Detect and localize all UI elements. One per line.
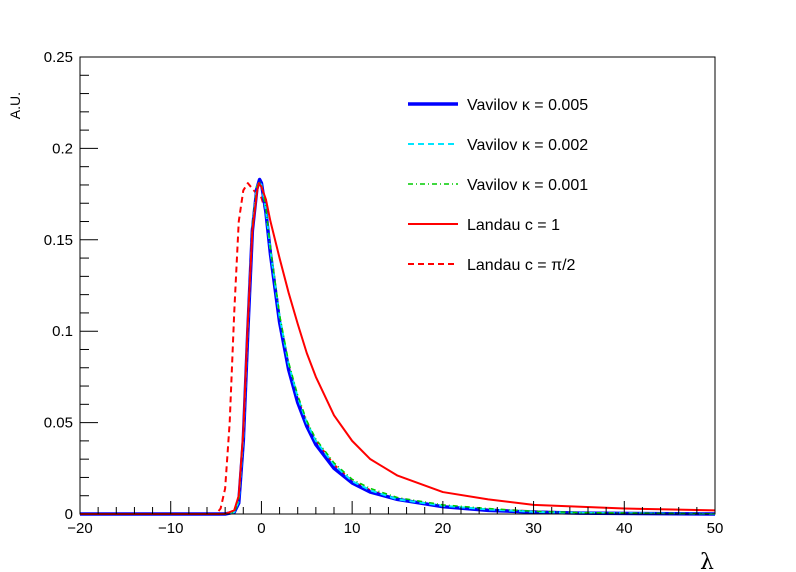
legend-entry: Landau c = 1 bbox=[467, 217, 560, 234]
legend-entry: Landau c = π/2 bbox=[467, 257, 576, 274]
x-tick-label: 40 bbox=[616, 520, 633, 537]
x-tick-label: −20 bbox=[67, 520, 92, 537]
y-tick-label: 0.1 bbox=[52, 323, 73, 340]
x-tick-label: 30 bbox=[525, 520, 542, 537]
x-tick-label: 50 bbox=[707, 520, 724, 537]
series-line bbox=[80, 182, 716, 515]
legend-entry: Vavilov κ = 0.002 bbox=[467, 137, 588, 154]
legend-entry: Vavilov κ = 0.005 bbox=[467, 97, 588, 114]
y-tick-label: 0.05 bbox=[44, 415, 73, 432]
x-tick-label: −10 bbox=[158, 520, 183, 537]
y-tick-label: 0.15 bbox=[44, 232, 73, 249]
y-tick-label: 0.25 bbox=[44, 49, 73, 66]
plot-area bbox=[80, 177, 716, 516]
y-tick-label: 0.2 bbox=[52, 140, 73, 157]
y-tick-label: 0 bbox=[65, 506, 73, 523]
legend: Vavilov κ = 0.005 Vavilov κ = 0.002 Vavilo… bbox=[408, 97, 588, 274]
legend-entry: Vavilov κ = 0.001 bbox=[467, 177, 588, 194]
plot-frame bbox=[79, 56, 716, 515]
x-tick-label: 0 bbox=[257, 520, 265, 537]
x-tick-label: 20 bbox=[435, 520, 452, 537]
axes: −20 −10 0 10 20 30 40 50 0 0.05 0.1 0.15 0.2 0.25 bbox=[44, 49, 724, 537]
x-tick-label: 10 bbox=[344, 520, 361, 537]
x-axis-title: λ bbox=[700, 550, 714, 572]
y-axis-title: A.U. bbox=[7, 92, 23, 119]
series-line bbox=[80, 182, 716, 515]
